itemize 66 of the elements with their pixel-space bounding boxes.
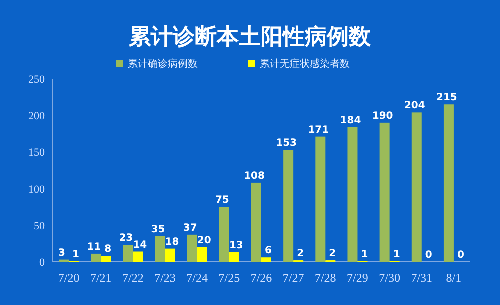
data-label: 20 [197, 235, 212, 246]
bar [444, 104, 454, 262]
data-label: 153 [276, 138, 298, 150]
y-tick-label: 200 [28, 110, 46, 123]
data-label: 215 [436, 92, 458, 104]
bar [229, 252, 240, 262]
bar [348, 127, 358, 262]
data-label: 13 [229, 240, 244, 252]
data-label: 11 [87, 242, 102, 253]
x-tick-label: 7/28 [314, 271, 336, 285]
bar [133, 252, 144, 262]
data-label: 1 [361, 249, 368, 260]
chart-title: 累计诊断本土阳性病例数 [128, 25, 372, 50]
x-tick-label: 7/26 [250, 271, 272, 285]
bar [412, 112, 422, 262]
bar [197, 247, 208, 262]
bar [101, 256, 112, 262]
x-tick-label: 7/27 [282, 271, 304, 285]
data-label: 2 [297, 248, 304, 260]
bar [380, 122, 390, 262]
data-label: 108 [244, 170, 265, 182]
data-label: 0 [425, 250, 432, 261]
bar [187, 234, 198, 262]
data-label: 184 [340, 115, 362, 126]
data-label: 8 [104, 244, 112, 256]
y-tick-label: 0 [40, 257, 46, 269]
data-label: 2 [329, 248, 336, 260]
x-tick-label: 7/30 [379, 271, 400, 285]
y-tick-label: 50 [34, 220, 46, 232]
bar [316, 136, 326, 262]
legend-label: 累计无症状感染者数 [260, 58, 350, 70]
bar [252, 182, 262, 262]
bar [123, 245, 134, 262]
x-tick-label: 8/1 [446, 271, 462, 285]
bar [165, 248, 176, 262]
legend-label: 累计确诊病例数 [128, 58, 198, 70]
data-label: 1 [393, 249, 400, 260]
x-tick-label: 7/20 [58, 271, 80, 285]
data-label: 6 [265, 246, 272, 257]
bar [262, 258, 272, 262]
data-label: 23 [119, 233, 134, 244]
x-tick-label: 7/23 [154, 271, 176, 285]
data-label: 171 [308, 124, 330, 136]
data-label: 18 [165, 236, 180, 248]
data-label: 3 [58, 248, 66, 259]
y-tick-label: 150 [28, 147, 46, 160]
data-label: 0 [457, 250, 464, 261]
x-tick-label: 7/29 [347, 271, 368, 285]
data-label: 1 [72, 249, 80, 260]
x-tick-label: 7/31 [411, 271, 433, 285]
bar [284, 150, 294, 262]
y-tick-label: 250 [28, 74, 46, 86]
x-tick-label: 7/22 [122, 271, 144, 285]
x-tick-label: 7/21 [90, 271, 112, 285]
bar [91, 254, 102, 262]
data-label: 190 [372, 110, 394, 122]
data-label: 14 [133, 240, 148, 251]
data-label: 37 [183, 222, 198, 234]
y-tick-label: 100 [28, 184, 46, 196]
x-tick-label: 7/24 [186, 271, 208, 285]
x-tick-label: 7/25 [218, 271, 240, 285]
data-label: 75 [215, 195, 230, 206]
bar [155, 236, 166, 262]
data-label: 204 [404, 100, 426, 112]
bar [219, 207, 230, 262]
data-label: 35 [151, 224, 166, 236]
